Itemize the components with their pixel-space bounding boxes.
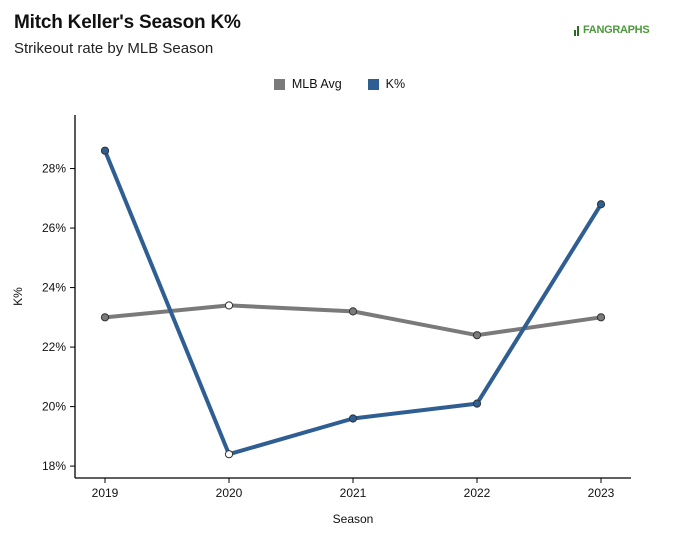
x-tick-label: 2021	[340, 486, 367, 500]
y-tick-label: 26%	[42, 221, 66, 235]
legend-swatch-mlb-avg	[273, 78, 285, 90]
legend-label-mlb-avg: MLB Avg	[291, 77, 342, 91]
chart-subtitle: Strikeout rate by MLB Season	[14, 40, 214, 57]
data-point-mlb-avg	[348, 307, 358, 316]
fangraphs-logo: FANGRAPHS	[574, 24, 650, 36]
data-point-k	[348, 414, 358, 423]
y-tick-label: 28%	[42, 162, 66, 176]
legend-swatch-k-pct	[367, 78, 379, 90]
x-tick-label: 2019	[92, 486, 119, 500]
series-line-k	[103, 148, 603, 457]
logo-text: FANGRAPHS	[583, 24, 650, 36]
x-axis-title: Season	[333, 512, 374, 526]
y-tick-label: 24%	[42, 281, 66, 295]
x-tick-label: 2022	[464, 486, 491, 500]
y-tick-label: 20%	[42, 400, 66, 414]
data-point-k	[596, 200, 606, 209]
data-point-mlb-avg	[596, 313, 606, 322]
x-tick-label: 2023	[588, 486, 615, 500]
data-point-k	[224, 450, 234, 459]
x-tick-label: 2020	[216, 486, 243, 500]
legend-item-mlb-avg[interactable]: MLB Avg	[273, 77, 342, 91]
y-axis-title: K%	[11, 287, 25, 306]
y-tick-label: 18%	[42, 459, 66, 473]
data-point-mlb-avg	[224, 301, 234, 310]
legend-item-k-pct[interactable]: K%	[367, 77, 406, 91]
data-point-mlb-avg	[100, 313, 110, 322]
data-point-k	[472, 399, 482, 408]
chart-legend: MLB Avg K%	[0, 77, 679, 91]
logo-icon	[574, 25, 581, 36]
data-point-k	[100, 146, 110, 155]
y-tick-label: 22%	[42, 340, 66, 354]
data-point-mlb-avg	[472, 331, 482, 340]
legend-label-k-pct: K%	[385, 77, 406, 91]
chart-title: Mitch Keller's Season K%	[14, 12, 241, 33]
